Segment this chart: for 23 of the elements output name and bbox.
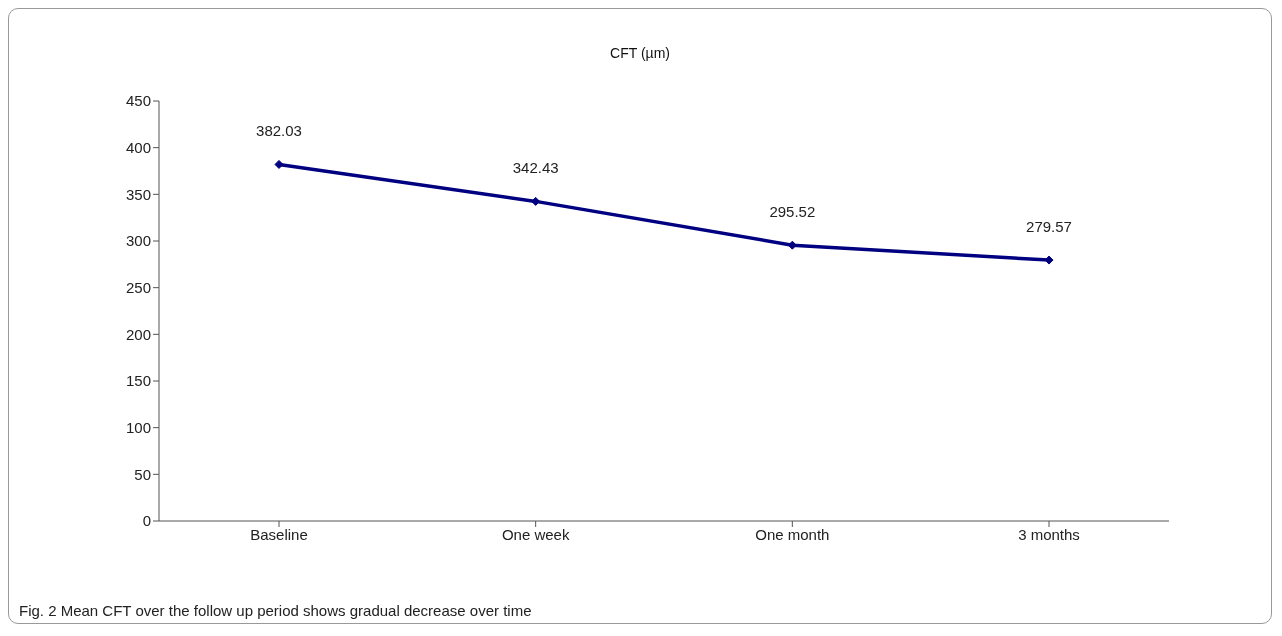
point [1044,255,1054,265]
x-tick-label: One week [501,525,570,543]
y-tick-label: 250 [125,278,151,296]
data-label: 295.52 [769,203,816,221]
point [274,159,284,169]
data-label: 279.57 [1026,218,1072,236]
caption: Fig. 2 Mean CFT over the follow up period shows gradual decrease over time [19,602,532,619]
y-tick-label: 150 [125,372,151,390]
y-tick-label: 350 [125,185,151,203]
y-tick-label: 50 [134,465,151,483]
y-tick-label: 0 [142,512,151,530]
x-tick-label: 3 months [1018,525,1080,543]
y-tick-label: 300 [125,232,151,250]
y-tick-label: 200 [125,325,151,343]
point [531,196,541,206]
x-tick-label: Baseline [250,525,308,543]
data-label: 342.43 [512,159,559,177]
y-tick-label: 450 [125,92,151,110]
chart-title: CFT (µm) [609,45,671,61]
data-label: 382.03 [256,122,302,140]
y-tick-label: 400 [125,138,151,156]
y-tick-label: 100 [125,418,151,436]
x-tick-label: One month [755,525,830,543]
